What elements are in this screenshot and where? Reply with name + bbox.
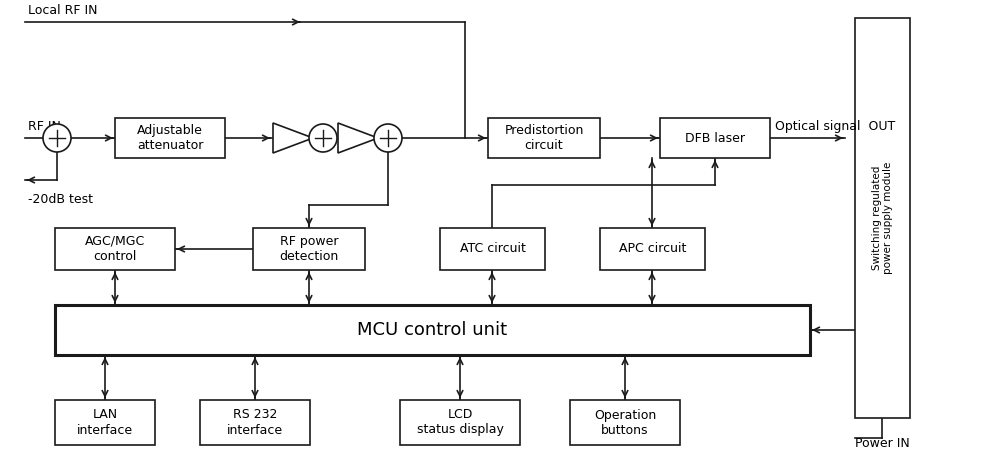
Text: Power IN: Power IN xyxy=(855,437,909,450)
Text: RF power
detection: RF power detection xyxy=(279,235,339,263)
Text: Operation
buttons: Operation buttons xyxy=(594,409,656,437)
Bar xyxy=(440,228,545,270)
Circle shape xyxy=(309,124,337,152)
Bar xyxy=(660,118,770,158)
Text: -20dB test: -20dB test xyxy=(28,193,93,206)
Text: Predistortion
circuit: Predistortion circuit xyxy=(504,124,584,152)
Text: Optical signal  OUT: Optical signal OUT xyxy=(775,120,895,133)
Text: APC circuit: APC circuit xyxy=(619,242,686,255)
Bar xyxy=(200,400,310,445)
Bar xyxy=(55,305,810,355)
Text: DFB laser: DFB laser xyxy=(685,131,745,144)
Bar xyxy=(488,118,600,158)
Bar xyxy=(115,118,225,158)
Circle shape xyxy=(374,124,402,152)
Bar xyxy=(253,228,365,270)
Bar xyxy=(400,400,520,445)
Text: LAN
interface: LAN interface xyxy=(77,409,133,437)
Text: LCD
status display: LCD status display xyxy=(417,409,503,437)
Text: Switching regulated
power supply module: Switching regulated power supply module xyxy=(872,162,893,274)
Bar xyxy=(55,400,155,445)
Polygon shape xyxy=(273,123,313,153)
Circle shape xyxy=(43,124,71,152)
Text: RS 232
interface: RS 232 interface xyxy=(227,409,283,437)
Text: ATC circuit: ATC circuit xyxy=(460,242,525,255)
Text: RF IN: RF IN xyxy=(28,120,61,133)
Polygon shape xyxy=(338,123,378,153)
Bar xyxy=(55,228,175,270)
Text: Adjustable
attenuator: Adjustable attenuator xyxy=(137,124,203,152)
Bar xyxy=(855,18,910,418)
Text: AGC/MGC
control: AGC/MGC control xyxy=(85,235,145,263)
Text: MCU control unit: MCU control unit xyxy=(357,321,508,339)
Bar xyxy=(600,228,705,270)
Bar xyxy=(570,400,680,445)
Text: Local RF IN: Local RF IN xyxy=(28,4,98,17)
